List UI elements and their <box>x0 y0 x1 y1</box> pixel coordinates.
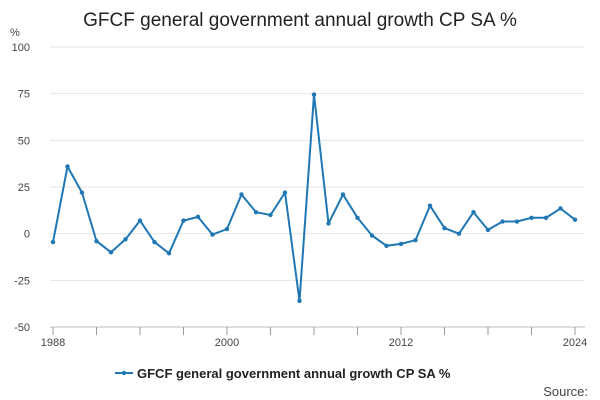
x-tick-label: 2012 <box>389 337 413 349</box>
data-point[interactable] <box>94 238 99 244</box>
y-tick-label: 100 <box>12 42 30 54</box>
data-point[interactable] <box>340 192 346 197</box>
source-label: Source: <box>543 384 588 399</box>
data-point[interactable] <box>108 250 114 255</box>
gridlines <box>50 46 585 328</box>
data-point[interactable] <box>152 239 157 245</box>
y-axis-ticks: 100 75 50 25 0 -25 -50 <box>12 42 30 334</box>
data-point[interactable] <box>514 219 520 224</box>
y-tick-label: -25 <box>14 275 30 287</box>
legend-item-label: GFCF general government annual growth CP… <box>137 366 451 381</box>
series-line <box>52 93 576 302</box>
data-point[interactable] <box>311 92 317 97</box>
data-point[interactable] <box>369 233 375 238</box>
data-point[interactable] <box>529 215 534 220</box>
data-point[interactable] <box>253 210 259 215</box>
data-point[interactable] <box>485 227 491 233</box>
y-tick-label: 50 <box>18 135 30 147</box>
chart-title: GFCF general government annual growth CP… <box>83 10 517 31</box>
y-tick-label: 25 <box>18 182 30 194</box>
y-tick-label: -50 <box>14 322 30 334</box>
data-point[interactable] <box>224 226 230 232</box>
legend[interactable]: GFCF general government annual growth CP… <box>115 366 451 381</box>
data-point[interactable] <box>384 243 389 248</box>
data-point[interactable] <box>50 239 56 245</box>
data-point[interactable] <box>268 212 273 218</box>
x-tick-label: 2000 <box>215 337 239 349</box>
y-tick-label: 75 <box>18 89 30 101</box>
data-point[interactable] <box>166 251 172 256</box>
data-point[interactable] <box>79 190 85 195</box>
data-point[interactable] <box>282 190 288 195</box>
data-point[interactable] <box>456 231 462 236</box>
x-tick-label: 2024 <box>563 337 587 349</box>
data-point[interactable] <box>123 237 128 242</box>
y-axis-label: % <box>10 27 20 39</box>
data-point[interactable] <box>195 214 201 220</box>
data-point[interactable] <box>471 210 476 215</box>
data-point[interactable] <box>558 206 563 211</box>
plot-area <box>50 92 578 304</box>
data-point[interactable] <box>297 298 302 304</box>
legend-point-marker <box>121 370 127 376</box>
data-point[interactable] <box>442 225 447 231</box>
x-axis-ticks: 1988 2000 2012 2024 <box>41 327 587 349</box>
data-point[interactable] <box>239 192 244 197</box>
data-point[interactable] <box>427 203 433 208</box>
data-point[interactable] <box>398 241 404 247</box>
data-point[interactable] <box>500 219 505 224</box>
x-tick-label: 1988 <box>41 337 65 349</box>
data-point[interactable] <box>137 218 143 223</box>
data-point[interactable] <box>181 218 186 223</box>
data-point[interactable] <box>572 217 578 222</box>
data-point[interactable] <box>210 232 215 237</box>
data-point[interactable] <box>413 238 418 243</box>
y-tick-label: 0 <box>24 229 30 241</box>
data-point[interactable] <box>355 215 360 220</box>
data-point[interactable] <box>65 164 70 169</box>
data-point[interactable] <box>543 215 549 220</box>
data-point[interactable] <box>326 221 331 226</box>
